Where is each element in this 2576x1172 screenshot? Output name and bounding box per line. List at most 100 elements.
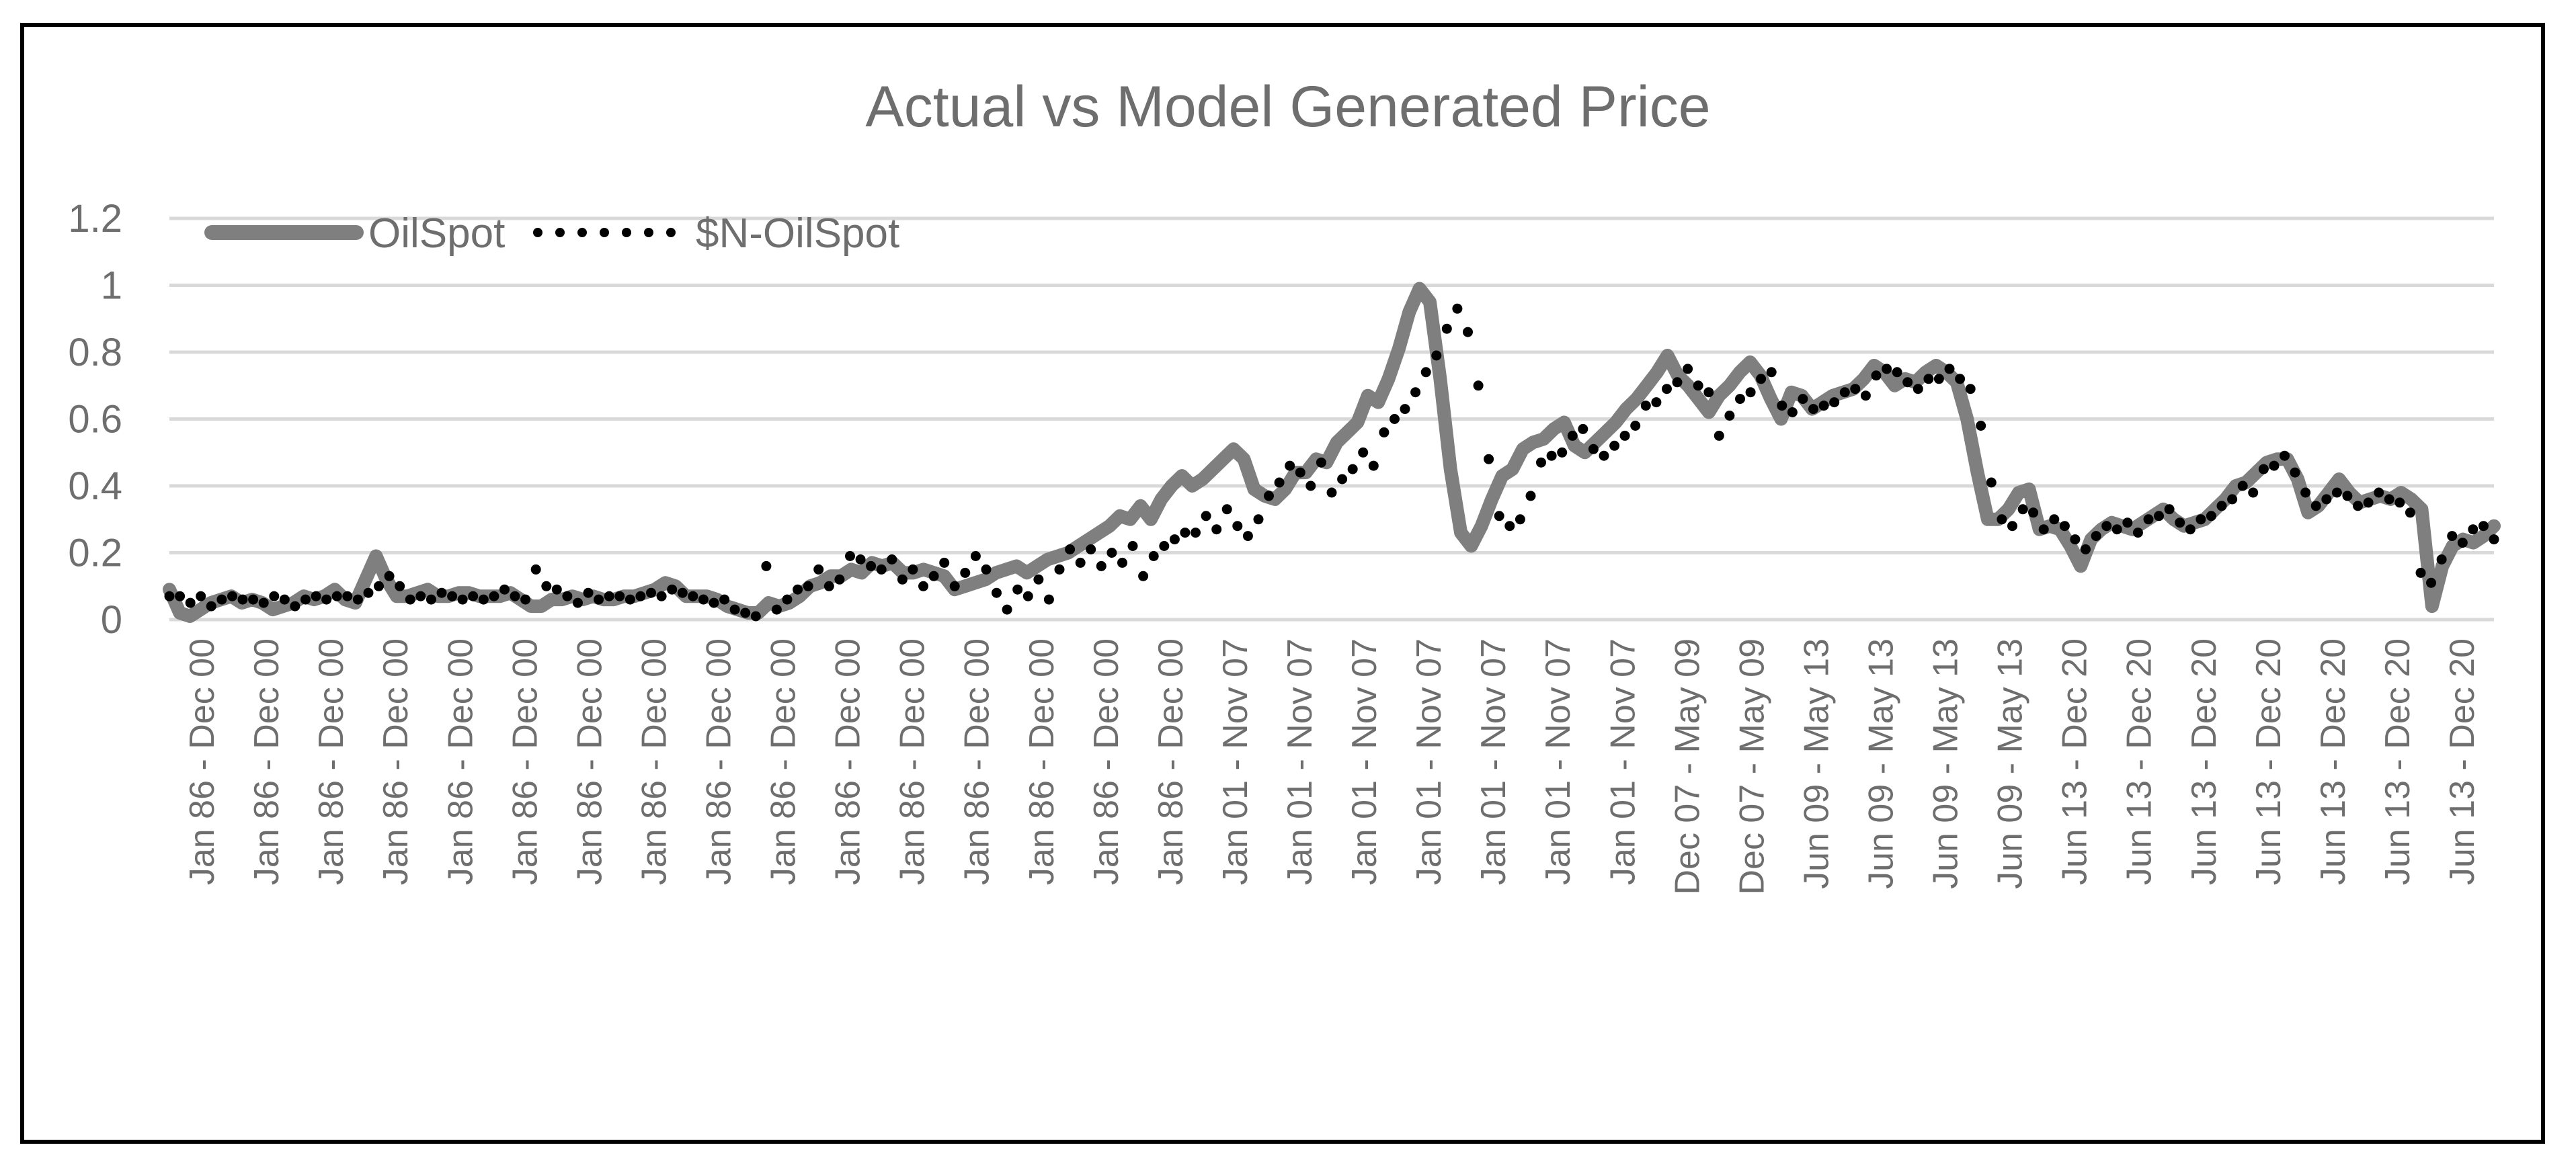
data-point xyxy=(457,594,468,605)
data-point xyxy=(1211,524,1222,535)
data-point xyxy=(321,594,332,605)
data-point xyxy=(1599,450,1609,461)
data-point xyxy=(468,591,479,601)
data-point xyxy=(887,554,897,564)
data-point xyxy=(2468,524,2479,535)
x-axis: Jan 86 - Dec 00 Jan 86 - Dec 00 Jan 86 - D… xyxy=(183,638,2482,895)
data-point xyxy=(562,591,573,601)
x-tick-label: Jan 86 - Dec 00 xyxy=(312,638,351,885)
data-point xyxy=(1923,374,1934,384)
data-point xyxy=(1630,421,1641,431)
data-point xyxy=(1127,541,1138,551)
data-point xyxy=(1305,480,1316,491)
x-tick-label: Jan 86 - Dec 00 xyxy=(893,638,932,885)
x-tick-label: Jan 86 - Dec 00 xyxy=(441,638,480,885)
data-point xyxy=(2489,534,2499,545)
data-point xyxy=(2331,487,2342,498)
data-point xyxy=(1640,401,1651,411)
data-point xyxy=(1703,387,1714,398)
data-point xyxy=(1242,531,1253,542)
data-point xyxy=(300,594,311,605)
data-point xyxy=(1557,447,1568,458)
data-point xyxy=(1798,394,1808,405)
data-point xyxy=(2374,487,2384,498)
data-point xyxy=(646,587,656,598)
data-point xyxy=(2248,487,2259,498)
data-point xyxy=(1033,574,1044,585)
data-point xyxy=(761,560,772,571)
data-point xyxy=(1410,387,1421,398)
legend-label-oilspot: OilSpot xyxy=(368,210,505,257)
data-point xyxy=(1295,467,1305,478)
x-tick-label: Jan 01 - Nov 07 xyxy=(1216,638,1255,885)
data-point xyxy=(1473,380,1484,391)
data-point xyxy=(2007,521,2017,532)
data-point xyxy=(1232,521,1243,532)
series-points-n-oilspot xyxy=(164,303,2499,622)
x-tick-label: Jan 01 - Nov 07 xyxy=(1603,638,1642,885)
data-point xyxy=(583,587,594,598)
data-point xyxy=(1180,528,1191,538)
data-point xyxy=(2321,494,2332,505)
data-point xyxy=(1221,504,1232,515)
data-point xyxy=(834,574,845,585)
data-point xyxy=(164,591,175,601)
data-point xyxy=(1441,323,1452,334)
x-tick-label: Jan 86 - Dec 00 xyxy=(1022,638,1061,885)
data-point xyxy=(1191,528,1201,538)
data-point xyxy=(499,584,510,595)
x-tick-label: Jan 86 - Dec 00 xyxy=(1087,638,1126,885)
data-point xyxy=(2447,531,2458,542)
data-point xyxy=(2457,538,2468,548)
x-tick-label: Jun 09 - May 13 xyxy=(1797,638,1836,889)
data-point xyxy=(771,604,782,615)
data-point xyxy=(2394,497,2405,508)
data-point xyxy=(248,594,259,605)
data-point xyxy=(530,564,541,575)
data-point xyxy=(1578,423,1588,434)
data-point xyxy=(1662,384,1672,394)
data-point xyxy=(436,587,447,598)
x-tick-label: Jun 13 - Dec 20 xyxy=(2443,638,2482,885)
x-tick-label: Jan 86 - Dec 00 xyxy=(183,638,222,885)
data-point xyxy=(939,557,950,568)
data-point xyxy=(447,591,458,601)
x-tick-label: Jan 86 - Dec 00 xyxy=(1152,638,1191,885)
data-point xyxy=(1484,454,1494,464)
data-point xyxy=(1159,541,1170,551)
data-point xyxy=(395,581,405,591)
data-point xyxy=(2049,514,2060,525)
data-point xyxy=(845,551,855,561)
data-point xyxy=(2290,467,2300,478)
y-tick-label: 0.8 xyxy=(68,331,122,374)
data-point xyxy=(2405,507,2415,518)
x-tick-label: Jun 13 - Dec 20 xyxy=(2120,638,2159,885)
data-point xyxy=(855,554,866,564)
data-point xyxy=(614,591,625,601)
data-point xyxy=(1965,384,1976,394)
data-point xyxy=(1264,491,1274,501)
data-point xyxy=(1683,364,1693,374)
data-point xyxy=(1976,421,1986,431)
data-point xyxy=(667,584,678,595)
data-point xyxy=(876,564,887,575)
x-tick-label: Jun 09 - May 13 xyxy=(1862,638,1901,889)
data-point xyxy=(216,594,227,605)
data-point xyxy=(1933,374,1944,384)
data-point xyxy=(279,594,290,605)
x-tick-label: Jan 01 - Nov 07 xyxy=(1410,638,1449,885)
x-tick-label: Jun 13 - Dec 20 xyxy=(2249,638,2288,885)
data-point xyxy=(1850,384,1861,394)
x-tick-label: Jan 01 - Nov 07 xyxy=(1539,638,1578,885)
data-point xyxy=(1201,511,1211,521)
data-point xyxy=(1997,514,2007,525)
data-point xyxy=(2384,494,2394,505)
data-point xyxy=(1955,374,1966,384)
data-point xyxy=(2038,524,2049,535)
data-point xyxy=(1818,401,1829,411)
x-tick-label: Jan 01 - Nov 07 xyxy=(1281,638,1320,885)
data-point xyxy=(1494,511,1504,521)
data-point xyxy=(709,597,719,608)
data-point xyxy=(1787,407,1798,417)
data-point xyxy=(405,594,415,605)
